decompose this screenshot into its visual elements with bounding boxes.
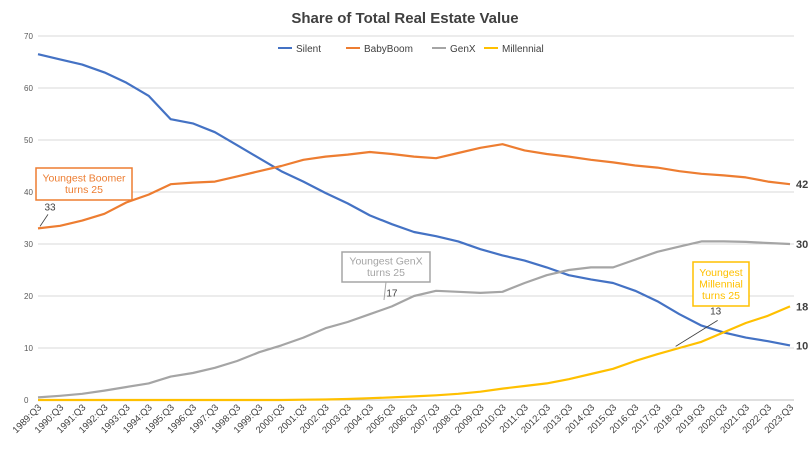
data-labels: 42 30 18 10 33 17 13 [39, 179, 808, 352]
legend-label: GenX [450, 44, 476, 55]
annotation-text: turns 25 [702, 290, 740, 302]
leader-line [39, 214, 49, 227]
y-tick-label: 10 [24, 344, 33, 353]
annotation-text: turns 25 [367, 267, 405, 279]
y-axis: 0 10 20 30 40 50 60 70 [24, 32, 33, 405]
y-tick-label: 70 [24, 32, 33, 41]
end-value-label: 42 [796, 179, 808, 191]
legend-label: BabyBoom [364, 44, 413, 55]
annotation-text: Youngest Boomer [42, 173, 126, 185]
series-lines [37, 53, 791, 402]
point-label: 13 [710, 306, 722, 317]
annotation-leader [383, 281, 387, 301]
leader-line [675, 320, 718, 347]
annotation-text: turns 25 [65, 184, 103, 196]
annotation-text: Millennial [699, 278, 743, 290]
legend: Silent BabyBoom GenX Millennial [278, 44, 544, 55]
annotation-text: Youngest [699, 267, 742, 279]
y-tick-label: 0 [24, 396, 29, 405]
series-line-babyboom [37, 143, 791, 230]
point-label: 17 [386, 288, 398, 299]
annotation-box [35, 167, 133, 201]
end-value-label: 10 [796, 340, 808, 352]
point-label: 33 [44, 202, 56, 213]
series-line-genx [37, 240, 791, 399]
y-tick-label: 50 [24, 136, 33, 145]
annotation-box [692, 261, 750, 307]
end-value-label: 18 [796, 301, 808, 313]
series-line-silent [37, 53, 791, 347]
annotation-box [341, 251, 431, 283]
legend-label: Millennial [502, 44, 544, 55]
series-line-millennial [38, 305, 791, 402]
y-tick-label: 60 [24, 84, 33, 93]
annotation-text: Youngest GenX [349, 256, 422, 268]
y-tick-label: 30 [24, 240, 33, 249]
legend-label: Silent [296, 44, 321, 55]
end-value-label: 30 [796, 239, 808, 251]
y-tick-label: 20 [24, 292, 33, 301]
y-tick-label: 40 [24, 188, 33, 197]
chart-title: Share of Total Real Estate Value [291, 10, 518, 27]
